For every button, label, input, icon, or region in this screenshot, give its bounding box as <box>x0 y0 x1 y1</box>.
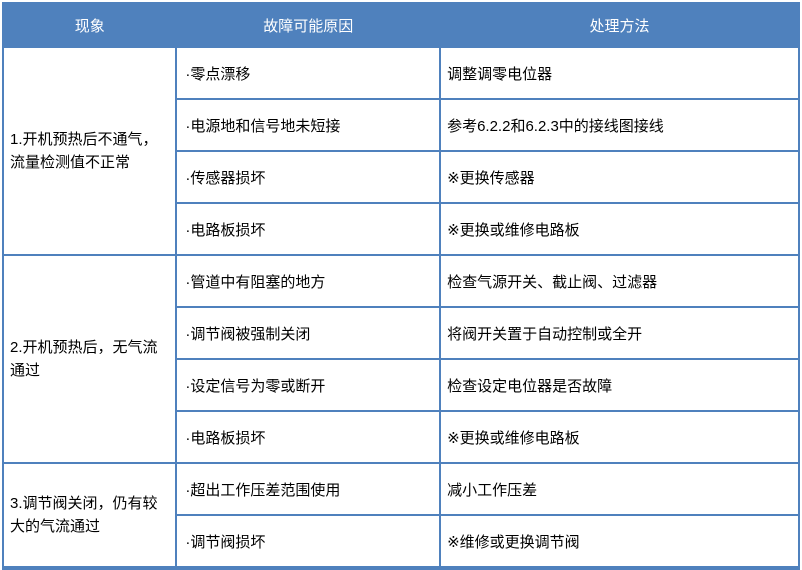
method-cell: ※更换或维修电路板 <box>439 202 800 256</box>
cause-cell: ·调节阀被强制关闭 <box>175 306 442 360</box>
method-cell: 检查设定电位器是否故障 <box>439 358 800 412</box>
cause-cell: ·管道中有阻塞的地方 <box>175 254 442 308</box>
header-cause: 故障可能原因 <box>175 2 442 48</box>
method-cell: 检查气源开关、截止阀、过滤器 <box>439 254 800 308</box>
cause-cell: ·电源地和信号地未短接 <box>175 98 442 152</box>
cause-cell: ·调节阀损坏 <box>175 514 442 569</box>
table-row: ·电路板损坏 ※更换或维修电路板 <box>3 410 800 464</box>
method-cell: ※更换传感器 <box>439 150 800 204</box>
header-row: 现象 故障可能原因 处理方法 <box>1 2 800 48</box>
table-row: 2.开机预热后，无气流通过 ·管道中有阻塞的地方 检查气源开关、截止阀、过滤器 <box>1 254 800 464</box>
phenomenon-cell-2: 2.开机预热后，无气流通过 <box>1 254 178 464</box>
method-cell: ※更换或维修电路板 <box>439 410 800 464</box>
table-row: 1.开机预热后不通气， 流量检测值不正常 ·零点漂移 调整调零电位器 <box>1 46 800 256</box>
method-cell: 将阀开关置于自动控制或全开 <box>439 306 800 360</box>
table-row: ·传感器损坏 ※更换传感器 <box>3 150 800 204</box>
table-row: ·电路板损坏 ※更换或维修电路板 <box>3 202 800 256</box>
method-cell: 调整调零电位器 <box>439 46 800 100</box>
table-row: ·调节阀被强制关闭 将阀开关置于自动控制或全开 <box>3 306 800 360</box>
cause-cell: ·超出工作压差范围使用 <box>175 462 442 516</box>
method-cell: 减小工作压差 <box>439 462 800 516</box>
cause-cell: ·设定信号为零或断开 <box>175 358 442 412</box>
phenomenon-cell-3: 3.调节阀关闭，仍有较大的气流通过 <box>1 462 178 569</box>
method-cell: 参考6.2.2和6.2.3中的接线图接线 <box>439 98 800 152</box>
method-cell: ※维修或更换调节阀 <box>439 514 800 569</box>
cause-cell: ·电路板损坏 <box>175 410 442 464</box>
header-phenomenon: 现象 <box>1 2 178 48</box>
header-method: 处理方法 <box>439 2 800 48</box>
cause-cell: ·电路板损坏 <box>175 202 442 256</box>
table-row: ·设定信号为零或断开 检查设定电位器是否故障 <box>3 358 800 412</box>
cause-cell: ·传感器损坏 <box>175 150 442 204</box>
table-row: ·电源地和信号地未短接 参考6.2.2和6.2.3中的接线图接线 <box>3 98 800 152</box>
table-row: 3.调节阀关闭，仍有较大的气流通过 ·超出工作压差范围使用 减小工作压差 <box>1 462 800 569</box>
cause-cell: ·零点漂移 <box>175 46 442 100</box>
phenomenon-cell-1: 1.开机预热后不通气， 流量检测值不正常 <box>1 46 178 256</box>
